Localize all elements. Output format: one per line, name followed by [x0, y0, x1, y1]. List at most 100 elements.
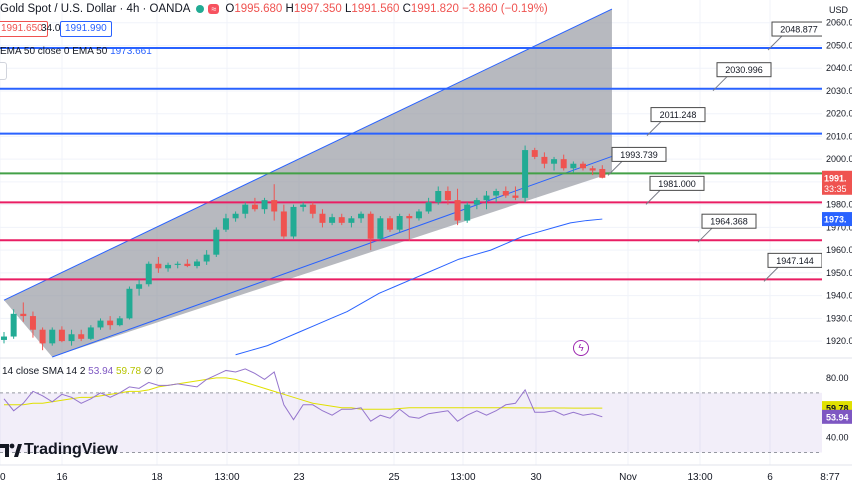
time-axis-tick: Nov	[619, 472, 637, 483]
price-axis-tick: 2000.00	[826, 154, 852, 164]
price-change: −3.860 (−0.19%)	[462, 3, 548, 15]
ema-axis-label: 1973.	[824, 215, 847, 225]
price-axis-tick: 2020.00	[826, 109, 852, 119]
rsi-line	[3, 368, 603, 422]
symbol-title[interactable]: Gold Spot / U.S. Dollar · 4h · OANDA	[0, 3, 191, 15]
bullish-candle	[358, 213, 365, 219]
buy-button[interactable]: 1991.990	[60, 21, 112, 37]
ohlc-close-value: 1991.820	[410, 3, 459, 15]
price-axis-tick: 1920.00	[826, 336, 852, 346]
ohlc-open-label: O	[225, 3, 235, 15]
support-level-1-callout-label: 1981.000	[658, 179, 696, 189]
bullish-candle	[174, 263, 181, 265]
bearish-candle	[251, 204, 258, 210]
price-axis-tick: 1940.00	[826, 291, 852, 301]
bullish-candle	[97, 320, 104, 328]
bullish-candle	[261, 200, 268, 210]
bar-countdown-label: 33:35	[824, 184, 847, 194]
support-level-3-callout-pointer	[763, 267, 779, 282]
time-axis-tick: 16	[56, 472, 68, 483]
bearish-candle	[560, 159, 567, 169]
trend-channel-fill	[4, 9, 612, 357]
resistance-level-3-callout-pointer	[646, 121, 662, 136]
price-axis-tick: 2040.00	[826, 63, 852, 73]
time-axis-tick: 0	[0, 472, 6, 483]
bullish-candle	[415, 211, 422, 219]
bearish-candle	[107, 320, 114, 326]
rsi-axis-tick: 40.00	[826, 433, 849, 443]
ohlc-open-value: 1995.680	[234, 3, 283, 15]
bearish-candle	[280, 211, 287, 237]
spread-value: 34.0	[41, 23, 61, 34]
bullish-candle	[145, 263, 152, 285]
ema-legend[interactable]: EMA 50 close 0 EMA 50 1973.661	[0, 46, 152, 57]
ema-legend-name: EMA 50 close 0 EMA 50	[0, 46, 108, 57]
ema-50-line	[235, 218, 603, 356]
support-level-1-callout-pointer	[645, 190, 661, 205]
bearish-candle	[367, 213, 374, 239]
ohlc-high-value: 1997.350	[293, 3, 342, 15]
sell-button[interactable]: 1991.650	[0, 21, 48, 37]
support-level-2-callout-label: 1964.368	[710, 217, 748, 227]
price-axis-tick: 1980.00	[826, 200, 852, 210]
tradingview-logo-icon	[0, 443, 22, 457]
resistance-level-1-callout-pointer	[767, 35, 783, 51]
time-axis-tick: 6	[767, 472, 773, 483]
current-price-label: 1991.	[824, 173, 847, 183]
bullish-candle	[126, 288, 133, 319]
bearish-candle	[541, 156, 548, 164]
price-axis-tick: 2060.00	[826, 18, 852, 28]
pivot-level-callout-box	[611, 146, 667, 162]
bullish-candle	[194, 261, 200, 267]
rsi-legend-name: 14 close SMA 14 2	[2, 366, 86, 377]
bullish-candle	[396, 216, 403, 230]
bullish-candle	[10, 313, 17, 337]
price-axis-tick: 1960.00	[826, 245, 852, 255]
rsi-band-fill	[0, 392, 822, 453]
bullish-candle	[242, 204, 249, 214]
channel-upper-line	[3, 8, 613, 301]
bearish-candle	[309, 204, 316, 214]
bearish-candle	[20, 313, 27, 317]
resistance-level-3-callout-label: 2011.248	[660, 110, 697, 120]
currency-label[interactable]: USD	[829, 5, 849, 15]
symbol-header[interactable]: Gold Spot / U.S. Dollar · 4h · OANDA ≈ O19…	[0, 3, 548, 15]
bullish-candle	[222, 218, 229, 230]
bearish-candle	[589, 168, 596, 171]
support-level-3-callout-label: 1947.144	[776, 256, 814, 266]
bearish-candle	[271, 200, 278, 212]
rsi-legend[interactable]: 14 close SMA 14 2 53.94 59.78 ∅ ∅	[2, 366, 164, 377]
bearish-candle	[184, 263, 191, 267]
price-axis-tick: 1970.00	[826, 222, 852, 232]
status-badge[interactable]: ≈	[208, 3, 220, 14]
tradingview-logo[interactable]: TradingView	[0, 441, 118, 459]
bullish-candle	[213, 229, 220, 255]
bearish-candle	[39, 329, 46, 344]
ema-axis-tag	[822, 212, 852, 227]
bullish-candle	[570, 163, 577, 169]
ohlc-close-label: C	[402, 3, 411, 15]
resistance-level-2-callout-label: 2030.996	[725, 65, 763, 75]
time-axis-tick: 18	[151, 472, 163, 483]
time-axis-tick: 23	[293, 472, 305, 483]
bearish-candle	[78, 334, 85, 339]
rsi-axis-tick: 80.00	[826, 373, 849, 383]
bearish-candle	[599, 168, 606, 178]
bearish-candle	[58, 329, 65, 342]
bullish-candle	[165, 264, 172, 269]
bullish-candle	[493, 191, 500, 196]
price-axis-tick: 2030.00	[826, 86, 852, 96]
bullish-candle	[473, 200, 480, 205]
bullish-candle	[435, 191, 442, 203]
bullish-candle	[464, 204, 471, 221]
pivot-level-callout-label: 1993.739	[620, 150, 658, 160]
flash-icon[interactable]: ϟ	[573, 340, 589, 356]
bullish-candle	[203, 254, 210, 262]
bullish-candle	[49, 329, 56, 344]
time-axis-tick: 13:00	[687, 472, 712, 483]
legend-collapse-button[interactable]	[0, 62, 7, 80]
bearish-candle	[155, 263, 162, 269]
bullish-candle	[425, 202, 432, 212]
bullish-candle	[348, 218, 355, 223]
